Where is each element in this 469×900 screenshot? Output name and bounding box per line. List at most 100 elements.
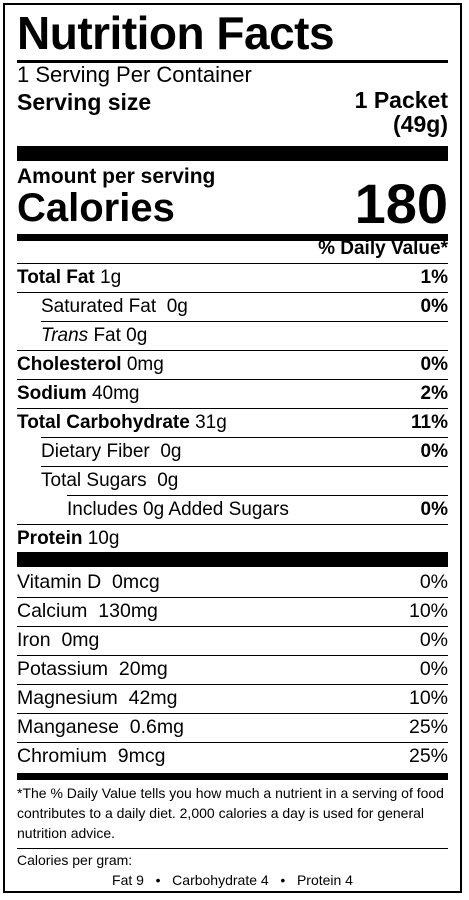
title-divider	[17, 60, 448, 63]
nutrition-facts-label: Nutrition Facts 1 Serving Per Container …	[3, 3, 462, 893]
nutrient-dv: 0%	[420, 296, 448, 317]
row-divider	[41, 437, 448, 438]
nutrient-dv: 11%	[411, 412, 448, 433]
row-divider	[41, 321, 448, 322]
calories-per-gram-fat: Fat 9	[112, 872, 144, 888]
nutrient-name: Dietary Fiber	[41, 441, 150, 462]
nutrient-amount: 1g	[100, 267, 122, 288]
nutrient-row-saturated-fat: Saturated Fat 0g 0%	[17, 292, 448, 321]
nutrient-dv: 0%	[420, 354, 448, 375]
row-divider	[17, 655, 448, 656]
nutrient-amount: 0g	[166, 296, 188, 317]
footnote-divider	[17, 773, 448, 780]
nutrient-row-protein: Protein 10g	[17, 524, 448, 553]
calories-per-gram-carbohydrate: Carbohydrate 4	[172, 872, 269, 888]
vitamin-row-iron: Iron 0mg 0%	[17, 626, 448, 655]
serving-size-label: Serving size	[17, 89, 152, 115]
serving-size-value: 1 Packet (49g)	[355, 88, 448, 136]
vitamin-amount: 42mg	[128, 687, 178, 709]
nutrient-row-total-sugars: Total Sugars 0g	[17, 466, 448, 495]
vitamin-dv: 0%	[419, 658, 448, 680]
daily-value-footnote: *The % Daily Value tells you how much a …	[17, 785, 444, 841]
label-title: Nutrition Facts	[17, 7, 335, 59]
nutrient-dv: 1%	[420, 267, 448, 288]
vitamin-dv: 25%	[408, 716, 448, 738]
nutrient-dv: 0%	[420, 499, 448, 520]
nutrient-name: Sodium	[17, 383, 87, 404]
vitamin-dv: 25%	[408, 745, 448, 767]
nutrient-name: Trans	[41, 325, 89, 346]
vitamin-row-calcium: Calcium 130mg 10%	[17, 597, 448, 626]
nutrient-name: Includes 0g Added Sugars	[67, 499, 289, 520]
calories-value: 180	[354, 172, 448, 235]
nutrient-amount: 40mg	[91, 383, 140, 404]
row-divider	[17, 350, 448, 351]
vitamin-name: Potassium	[17, 658, 109, 680]
vitamin-amount: 0mg	[61, 629, 100, 651]
nutrient-amount: 10g	[87, 528, 120, 549]
calories-per-gram-divider	[17, 848, 448, 849]
vitamin-row-magnesium: Magnesium 42mg 10%	[17, 684, 448, 713]
nutrient-row-total-carbohydrate: Total Carbohydrate 31g 11%	[17, 408, 448, 437]
vitamin-name: Calcium	[17, 600, 88, 622]
calories-per-gram-label: Calories per gram:	[17, 852, 133, 868]
calories-per-gram-protein: Protein 4	[296, 872, 353, 888]
calories-divider	[17, 234, 448, 241]
nutrient-amount: 0g	[160, 441, 182, 462]
row-divider	[17, 684, 448, 685]
bullet-separator: •	[280, 872, 286, 888]
row-divider	[17, 713, 448, 714]
row-divider	[17, 408, 448, 409]
nutrient-amount: 31g	[195, 412, 227, 433]
thick-divider-top	[17, 146, 448, 161]
label-content: Nutrition Facts 1 Serving Per Container …	[17, 5, 448, 891]
vitamin-amount: 20mg	[118, 658, 168, 680]
vitamin-name: Chromium	[17, 745, 107, 767]
vitamin-amount: 9mcg	[117, 745, 166, 767]
calories-label: Calories	[17, 186, 175, 230]
vitamin-amount: 0.6mg	[129, 716, 184, 738]
vitamin-amount: 0mcg	[112, 571, 160, 593]
nutrient-amount: 0mg	[126, 354, 164, 375]
row-divider	[17, 597, 448, 598]
nutrient-row-dietary-fiber: Dietary Fiber 0g 0%	[17, 437, 448, 466]
vitamin-dv: 10%	[408, 687, 448, 709]
nutrient-dv: 0%	[420, 441, 448, 462]
vitamin-row-potassium: Potassium 20mg 0%	[17, 655, 448, 684]
nutrient-name: Saturated Fat	[41, 296, 157, 317]
vitamin-row-vitamin-d: Vitamin D 0mcg 0%	[17, 568, 448, 597]
vitamin-name: Iron	[17, 629, 51, 651]
nutrient-amount: 0g	[157, 470, 179, 491]
row-divider	[17, 524, 448, 525]
row-divider	[17, 263, 448, 264]
vitamin-name: Manganese	[17, 716, 119, 738]
servings-per-container: 1 Serving Per Container	[17, 62, 252, 87]
vitamin-dv: 0%	[419, 629, 448, 651]
bullet-separator: •	[155, 872, 161, 888]
amount-per-serving: Amount per serving	[17, 165, 216, 188]
row-divider	[17, 626, 448, 627]
thick-divider-vitamins	[17, 552, 448, 567]
nutrient-name: Protein	[17, 528, 83, 549]
vitamin-dv: 10%	[408, 600, 448, 622]
nutrient-dv: 2%	[420, 383, 448, 404]
vitamin-name: Magnesium	[17, 687, 118, 709]
vitamin-row-chromium: Chromium 9mcg 25%	[17, 742, 448, 771]
serving-size-line2: (49g)	[393, 111, 448, 137]
nutrient-row-trans-fat: Trans Fat 0g	[17, 321, 448, 350]
vitamin-amount: 130mg	[98, 600, 158, 622]
vitamin-dv: 0%	[419, 571, 448, 593]
row-divider	[41, 466, 448, 467]
serving-size-line1: 1 Packet	[354, 87, 448, 113]
nutrient-amount: Fat 0g	[93, 325, 148, 346]
row-divider	[17, 742, 448, 743]
nutrient-row-cholesterol: Cholesterol 0mg 0%	[17, 350, 448, 379]
row-divider	[17, 292, 448, 293]
nutrient-row-total-fat: Total Fat 1g 1%	[17, 263, 448, 292]
nutrient-row-added-sugars: Includes 0g Added Sugars 0%	[17, 495, 448, 524]
nutrient-row-sodium: Sodium 40mg 2%	[17, 379, 448, 408]
calories-per-gram-values: Fat 9 • Carbohydrate 4 • Protein 4	[17, 871, 448, 889]
nutrient-name: Total Carbohydrate	[17, 412, 190, 433]
row-divider	[17, 379, 448, 380]
daily-value-header: % Daily Value*	[318, 238, 448, 259]
